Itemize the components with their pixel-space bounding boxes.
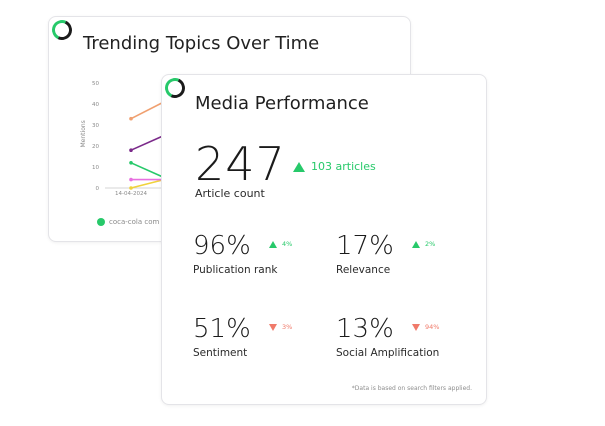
metric-change-text: 3%: [282, 323, 293, 331]
data-footnote: *Data is based on search filters applied…: [351, 385, 472, 392]
ring-logo-icon: [162, 75, 188, 101]
metric-label: Social Amplification: [336, 347, 440, 359]
trend-up-icon: [293, 161, 305, 172]
media-performance-card: Media Performance 247 103 articles Artic…: [161, 74, 487, 405]
metric-value: 17%: [336, 231, 394, 261]
series-line: [130, 178, 165, 189]
chart-legend: coca-cola com: [97, 218, 159, 226]
card-title: Trending Topics Over Time: [83, 33, 320, 54]
series-line: [130, 134, 165, 151]
metric-label: Sentiment: [193, 347, 248, 359]
metric-label: Publication rank: [193, 264, 278, 276]
trend-down-icon: [269, 323, 277, 331]
article-change-badge: 103 articles: [293, 160, 376, 173]
trend-down-icon: [412, 323, 420, 331]
metric-change: 3%: [269, 323, 292, 331]
series-point: [129, 177, 133, 182]
metric-value: 51%: [193, 314, 251, 344]
metric-change: 94%: [412, 323, 439, 331]
metric-change-text: 94%: [425, 323, 440, 331]
y-tick-label: 30: [92, 123, 99, 129]
metric-change: 4%: [269, 240, 292, 248]
legend-dot-icon: [97, 218, 105, 226]
y-tick-label: 20: [92, 144, 99, 150]
metric-change-text: 4%: [282, 240, 293, 248]
metric-relevance: 17% 2% Relevance: [336, 231, 476, 281]
metric-label: Relevance: [336, 264, 391, 276]
trending-line-chart: Mentions 0 10 20 30 40 50 14-04-2024: [80, 81, 179, 197]
series-point: [129, 161, 133, 165]
metric-social-amplification: 13% 94% Social Amplification: [336, 314, 476, 364]
article-change-text: 103 articles: [311, 160, 376, 173]
metric-change: 2%: [412, 240, 435, 248]
y-tick-label: 50: [92, 81, 99, 87]
article-count-label: Article count: [195, 187, 265, 200]
metric-value: 96%: [193, 231, 251, 261]
series-line: [130, 162, 165, 179]
series-line: [130, 101, 165, 120]
series-point: [129, 186, 133, 190]
y-tick-label: 40: [92, 102, 99, 108]
y-tick-label: 0: [96, 186, 100, 192]
series-point: [129, 148, 133, 152]
legend-label: coca-cola com: [109, 218, 160, 226]
metric-value: 13%: [336, 314, 394, 344]
card-title: Media Performance: [195, 93, 369, 114]
metric-publication-rank: 96% 4% Publication rank: [193, 231, 333, 281]
y-axis-label: Mentions: [80, 120, 87, 147]
series-point: [129, 116, 133, 121]
metric-change-text: 2%: [425, 240, 436, 248]
article-count-value: 247: [195, 137, 286, 191]
trend-up-icon: [269, 240, 277, 248]
y-tick-label: 10: [92, 165, 99, 171]
x-tick-label: 14-04-2024: [115, 191, 147, 197]
metric-sentiment: 51% 3% Sentiment: [193, 314, 333, 364]
trend-up-icon: [412, 240, 420, 248]
